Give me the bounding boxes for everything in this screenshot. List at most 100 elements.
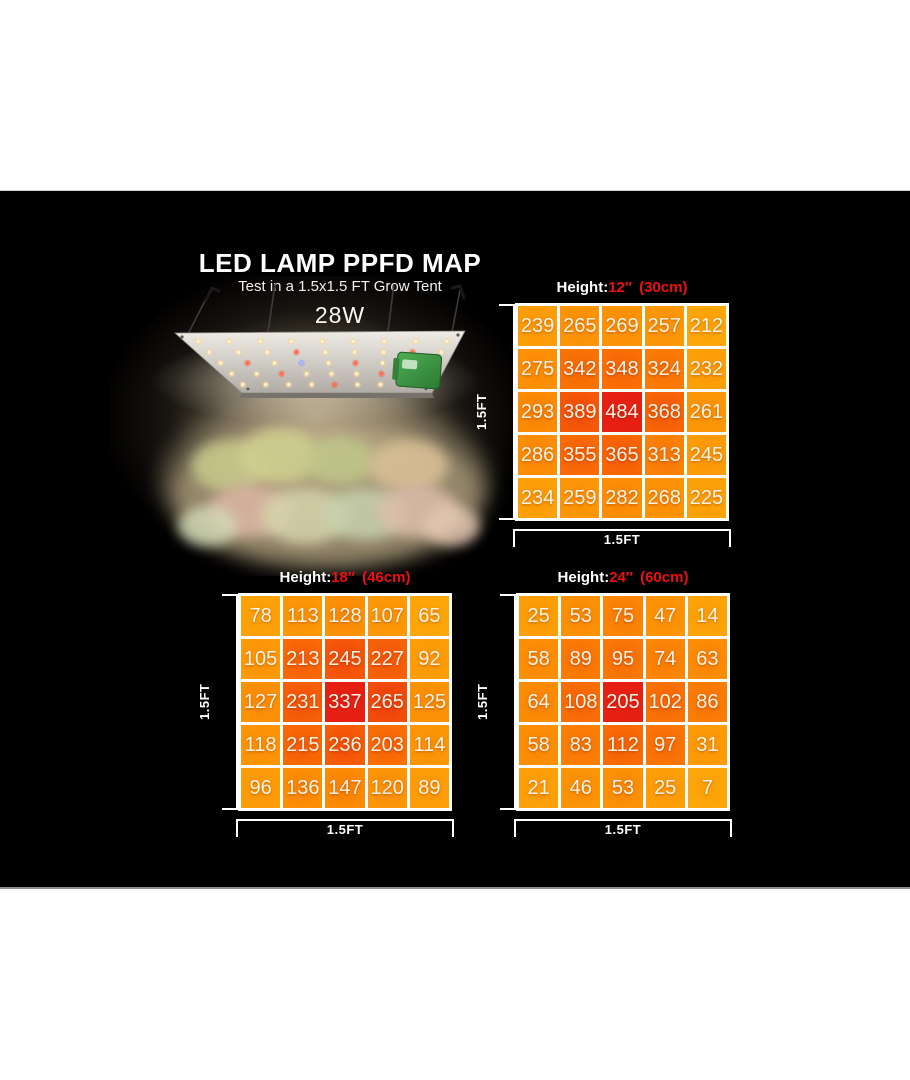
ppfd-cell: 107 bbox=[367, 596, 407, 636]
height-prefix: Height: bbox=[557, 569, 610, 586]
ppfd-cell: 234 bbox=[518, 478, 558, 518]
x-axis-bracket: 1.5FT bbox=[513, 529, 731, 547]
ppfd-cell: 53 bbox=[603, 768, 643, 808]
ppfd-module-24in: Height:24″ (60cm) 1.5FT 25 53 75 47 14 58 89 95 7… bbox=[456, 569, 746, 841]
ppfd-cell: 212 bbox=[686, 306, 726, 346]
ppfd-cell: 147 bbox=[325, 768, 365, 808]
y-axis-label: 1.5FT bbox=[475, 683, 490, 721]
ppfd-cell: 213 bbox=[283, 639, 323, 679]
ppfd-cell: 245 bbox=[325, 639, 365, 679]
ppfd-cell: 365 bbox=[602, 435, 642, 475]
height-value: 18″ bbox=[331, 569, 356, 586]
ppfd-cell: 63 bbox=[687, 639, 727, 679]
plant-haze bbox=[160, 393, 490, 569]
height-metric: (30cm) bbox=[639, 279, 688, 296]
ppfd-cell: 46 bbox=[561, 768, 601, 808]
ppfd-cell: 355 bbox=[560, 435, 600, 475]
x-axis-label: 1.5FT bbox=[603, 532, 641, 547]
ppfd-cell: 128 bbox=[325, 596, 365, 636]
height-prefix: Height: bbox=[279, 569, 332, 586]
ppfd-cell: 324 bbox=[644, 349, 684, 389]
ppfd-cell: 265 bbox=[560, 306, 600, 346]
ppfd-cell: 136 bbox=[283, 768, 323, 808]
ppfd-cell: 102 bbox=[645, 682, 685, 722]
ppfd-cell: 114 bbox=[409, 725, 449, 765]
height-metric: (60cm) bbox=[640, 569, 689, 586]
ppfd-cell: 112 bbox=[603, 725, 643, 765]
ppfd-module-18in: Height:18″ (46cm) 1.5FT 78 113 128 107 65 105 2… bbox=[178, 569, 468, 841]
height-metric: (46cm) bbox=[362, 569, 411, 586]
hanger-hook-icon bbox=[204, 284, 466, 302]
ppfd-cell: 275 bbox=[518, 349, 558, 389]
ppfd-cell: 58 bbox=[519, 639, 559, 679]
height-label-18in: Height:18″ (46cm) bbox=[226, 569, 464, 587]
ppfd-cell: 203 bbox=[367, 725, 407, 765]
ppfd-heatmap-grid-12in: 239 265 269 257 212 275 342 348 324 232 293 389 484 3… bbox=[515, 303, 729, 521]
ppfd-cell: 265 bbox=[367, 682, 407, 722]
ppfd-cell: 31 bbox=[687, 725, 727, 765]
ppfd-cell: 96 bbox=[241, 768, 281, 808]
ppfd-cell: 348 bbox=[602, 349, 642, 389]
ppfd-cell: 227 bbox=[367, 639, 407, 679]
ppfd-module-12in: Height:12″ (30cm) 1.5FT 239 265 269 257 212 27… bbox=[455, 279, 745, 551]
y-axis-bracket bbox=[500, 594, 516, 810]
ppfd-cell: 65 bbox=[409, 596, 449, 636]
ppfd-cell: 337 bbox=[325, 682, 365, 722]
ppfd-cell: 86 bbox=[687, 682, 727, 722]
ppfd-cell: 21 bbox=[519, 768, 559, 808]
ppfd-cell: 484 bbox=[602, 392, 642, 432]
ppfd-cell: 105 bbox=[241, 639, 281, 679]
ppfd-cell: 118 bbox=[241, 725, 281, 765]
ppfd-cell: 95 bbox=[603, 639, 643, 679]
x-axis-bracket: 1.5FT bbox=[236, 819, 454, 837]
ppfd-cell: 25 bbox=[645, 768, 685, 808]
ppfd-cell: 389 bbox=[560, 392, 600, 432]
hanging-wires bbox=[187, 283, 461, 335]
height-value: 12″ bbox=[608, 279, 633, 296]
dark-background-panel: LED LAMP PPFD MAP Test in a 1.5x1.5 FT G… bbox=[0, 190, 910, 889]
ppfd-cell: 127 bbox=[241, 682, 281, 722]
page-title: LED LAMP PPFD MAP bbox=[198, 248, 482, 278]
height-prefix: Height: bbox=[556, 279, 609, 296]
ppfd-cell: 74 bbox=[645, 639, 685, 679]
ppfd-cell: 269 bbox=[602, 306, 642, 346]
ppfd-cell: 89 bbox=[409, 768, 449, 808]
ppfd-cell: 58 bbox=[519, 725, 559, 765]
ppfd-cell: 257 bbox=[644, 306, 684, 346]
ppfd-cell: 245 bbox=[686, 435, 726, 475]
ppfd-cell: 47 bbox=[645, 596, 685, 636]
ppfd-cell: 215 bbox=[283, 725, 323, 765]
y-axis-bracket bbox=[222, 594, 238, 810]
ppfd-cell: 225 bbox=[686, 478, 726, 518]
y-axis-label: 1.5FT bbox=[197, 683, 212, 721]
ppfd-heatmap-grid-18in: 78 113 128 107 65 105 213 245 227 92 127 231 337 265 1… bbox=[238, 593, 452, 811]
ppfd-cell: 113 bbox=[283, 596, 323, 636]
ppfd-cell: 75 bbox=[603, 596, 643, 636]
ppfd-cell: 25 bbox=[519, 596, 559, 636]
ppfd-cell: 236 bbox=[325, 725, 365, 765]
ppfd-cell: 14 bbox=[687, 596, 727, 636]
ppfd-cell: 92 bbox=[409, 639, 449, 679]
height-value: 24″ bbox=[609, 569, 634, 586]
ppfd-cell: 78 bbox=[241, 596, 281, 636]
height-label-12in: Height:12″ (30cm) bbox=[503, 279, 741, 297]
ppfd-cell: 120 bbox=[367, 768, 407, 808]
ppfd-cell: 97 bbox=[645, 725, 685, 765]
ppfd-heatmap-grid-24in: 25 53 75 47 14 58 89 95 74 63 64 108 205 102 86 58 83 112… bbox=[516, 593, 730, 811]
led-lamp-illustration bbox=[110, 276, 530, 571]
ppfd-cell: 239 bbox=[518, 306, 558, 346]
x-axis-bracket: 1.5FT bbox=[514, 819, 732, 837]
ppfd-cell: 268 bbox=[644, 478, 684, 518]
ppfd-cell: 293 bbox=[518, 392, 558, 432]
ppfd-cell: 282 bbox=[602, 478, 642, 518]
ppfd-cell: 125 bbox=[409, 682, 449, 722]
lamp-board-rim bbox=[238, 393, 434, 398]
ppfd-cell: 53 bbox=[561, 596, 601, 636]
x-axis-label: 1.5FT bbox=[326, 822, 364, 837]
ppfd-cell: 232 bbox=[686, 349, 726, 389]
ppfd-cell: 83 bbox=[561, 725, 601, 765]
ppfd-cell: 231 bbox=[283, 682, 323, 722]
ppfd-cell: 313 bbox=[644, 435, 684, 475]
ppfd-cell: 368 bbox=[644, 392, 684, 432]
